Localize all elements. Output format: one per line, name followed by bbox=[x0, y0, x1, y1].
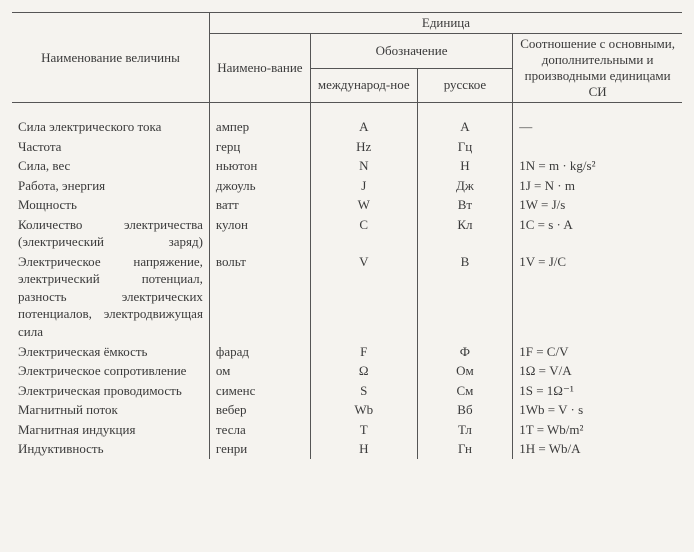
cell-intl-symbol: V bbox=[310, 252, 417, 342]
cell-unit-name: ньютон bbox=[209, 156, 310, 176]
cell-unit-name: генри bbox=[209, 439, 310, 459]
cell-unit-name: сименс bbox=[209, 381, 310, 401]
cell-relation: 1Ω = V/A bbox=[513, 361, 682, 381]
cell-rus-symbol: Кл bbox=[417, 215, 513, 252]
header-intl: международ-ное bbox=[310, 68, 417, 103]
table-row: Работа, энергияджоульJДж1J = N · m bbox=[12, 176, 682, 196]
cell-intl-symbol: C bbox=[310, 215, 417, 252]
cell-unit-name: ватт bbox=[209, 195, 310, 215]
cell-rus-symbol: Гц bbox=[417, 137, 513, 157]
cell-intl-symbol: H bbox=[310, 439, 417, 459]
cell-unit-name: герц bbox=[209, 137, 310, 157]
table-row: Количество электричества (электрический … bbox=[12, 215, 682, 252]
cell-intl-symbol: Wb bbox=[310, 400, 417, 420]
cell-relation bbox=[513, 137, 682, 157]
table-row: Электрическая проводимостьсименсSСм1S = … bbox=[12, 381, 682, 401]
cell-relation: 1T = Wb/m² bbox=[513, 420, 682, 440]
table-row: Магнитная индукциятеслаTТл1T = Wb/m² bbox=[12, 420, 682, 440]
header-quantity: Наименование величины bbox=[12, 13, 209, 103]
cell-quantity: Сила, вес bbox=[12, 156, 209, 176]
table-row: Сила электрического токаамперAА— bbox=[12, 117, 682, 137]
cell-unit-name: фарад bbox=[209, 342, 310, 362]
cell-relation: 1J = N · m bbox=[513, 176, 682, 196]
header-unit-name: Наимено-вание bbox=[209, 34, 310, 103]
header-rus: русское bbox=[417, 68, 513, 103]
table-row: Электрическое сопротивлениеомΩОм1Ω = V/A bbox=[12, 361, 682, 381]
cell-relation: 1V = J/C bbox=[513, 252, 682, 342]
si-units-table: Наименование величины Единица Наимено-ва… bbox=[12, 12, 682, 459]
cell-rus-symbol: Дж bbox=[417, 176, 513, 196]
table-row: Электрическое напряжение, электрический … bbox=[12, 252, 682, 342]
cell-unit-name: джоуль bbox=[209, 176, 310, 196]
table-row: ИндуктивностьгенриHГн1H = Wb/A bbox=[12, 439, 682, 459]
cell-intl-symbol: J bbox=[310, 176, 417, 196]
header-relation: Соотношение с основными, дополнительными… bbox=[513, 34, 682, 103]
cell-quantity: Электрическое сопротивление bbox=[12, 361, 209, 381]
cell-rus-symbol: Вт bbox=[417, 195, 513, 215]
cell-rus-symbol: Тл bbox=[417, 420, 513, 440]
table-row: ЧастотагерцHzГц bbox=[12, 137, 682, 157]
cell-unit-name: ом bbox=[209, 361, 310, 381]
cell-quantity: Электрическая ёмкость bbox=[12, 342, 209, 362]
header-unit-group: Единица bbox=[209, 13, 682, 34]
cell-relation: 1S = 1Ω⁻¹ bbox=[513, 381, 682, 401]
cell-intl-symbol: W bbox=[310, 195, 417, 215]
cell-rus-symbol: В bbox=[417, 252, 513, 342]
cell-intl-symbol: S bbox=[310, 381, 417, 401]
cell-rus-symbol: А bbox=[417, 117, 513, 137]
cell-relation: 1H = Wb/A bbox=[513, 439, 682, 459]
cell-rus-symbol: Вб bbox=[417, 400, 513, 420]
cell-relation: — bbox=[513, 117, 682, 137]
cell-relation: 1W = J/s bbox=[513, 195, 682, 215]
table-body: Сила электрического токаамперAА—Частотаг… bbox=[12, 103, 682, 459]
cell-quantity: Сила электрического тока bbox=[12, 117, 209, 137]
cell-relation: 1C = s · A bbox=[513, 215, 682, 252]
cell-intl-symbol: A bbox=[310, 117, 417, 137]
cell-intl-symbol: F bbox=[310, 342, 417, 362]
cell-quantity: Электрическая проводимость bbox=[12, 381, 209, 401]
table-header: Наименование величины Единица Наимено-ва… bbox=[12, 13, 682, 103]
cell-intl-symbol: Ω bbox=[310, 361, 417, 381]
cell-quantity: Работа, энергия bbox=[12, 176, 209, 196]
cell-relation: 1Wb = V · s bbox=[513, 400, 682, 420]
header-notation-group: Обозначение bbox=[310, 34, 512, 69]
cell-rus-symbol: Ф bbox=[417, 342, 513, 362]
cell-quantity: Мощность bbox=[12, 195, 209, 215]
cell-unit-name: ампер bbox=[209, 117, 310, 137]
cell-unit-name: кулон bbox=[209, 215, 310, 252]
cell-quantity: Частота bbox=[12, 137, 209, 157]
cell-unit-name: тесла bbox=[209, 420, 310, 440]
cell-unit-name: вебер bbox=[209, 400, 310, 420]
cell-intl-symbol: N bbox=[310, 156, 417, 176]
cell-rus-symbol: См bbox=[417, 381, 513, 401]
cell-quantity: Магнитный поток bbox=[12, 400, 209, 420]
cell-unit-name: вольт bbox=[209, 252, 310, 342]
table-row: МощностьваттWВт1W = J/s bbox=[12, 195, 682, 215]
cell-quantity: Электрическое напряжение, электрический … bbox=[12, 252, 209, 342]
cell-quantity: Магнитная индукция bbox=[12, 420, 209, 440]
cell-relation: 1F = C/V bbox=[513, 342, 682, 362]
cell-intl-symbol: Hz bbox=[310, 137, 417, 157]
cell-rus-symbol: Н bbox=[417, 156, 513, 176]
cell-relation: 1N = m · kg/s² bbox=[513, 156, 682, 176]
cell-quantity: Индуктивность bbox=[12, 439, 209, 459]
table-row: Электрическая ёмкостьфарадFФ1F = C/V bbox=[12, 342, 682, 362]
table-row: Магнитный потоквеберWbВб1Wb = V · s bbox=[12, 400, 682, 420]
table-row: Сила, весньютонNН1N = m · kg/s² bbox=[12, 156, 682, 176]
cell-quantity: Количество электричества (электрический … bbox=[12, 215, 209, 252]
cell-intl-symbol: T bbox=[310, 420, 417, 440]
cell-rus-symbol: Ом bbox=[417, 361, 513, 381]
cell-rus-symbol: Гн bbox=[417, 439, 513, 459]
